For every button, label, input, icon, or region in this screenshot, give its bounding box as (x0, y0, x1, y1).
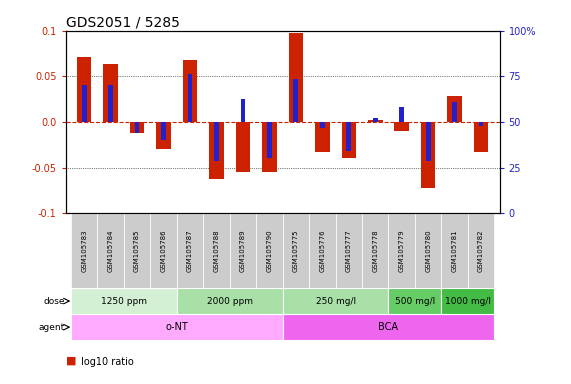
Text: 250 mg/l: 250 mg/l (316, 296, 356, 306)
Bar (267, 122, 272, 158)
Text: GSM105790: GSM105790 (267, 229, 272, 272)
Text: 500 mg/l: 500 mg/l (395, 296, 435, 306)
Bar (183, 60, 198, 122)
Bar (71, 213, 98, 288)
Bar (362, 213, 388, 288)
Text: ■: ■ (66, 356, 76, 366)
Bar (283, 213, 309, 288)
Bar (130, 122, 144, 133)
Bar (347, 122, 351, 151)
Bar (320, 122, 325, 128)
Text: GSM105779: GSM105779 (399, 229, 405, 272)
Bar (203, 213, 230, 288)
Bar (256, 213, 283, 288)
Text: GSM105786: GSM105786 (160, 229, 167, 272)
Bar (441, 213, 468, 288)
Bar (395, 122, 409, 131)
Bar (415, 213, 441, 288)
Bar (441, 288, 494, 314)
Text: GSM105789: GSM105789 (240, 229, 246, 272)
Text: 2000 ppm: 2000 ppm (207, 296, 253, 306)
Bar (71, 288, 177, 314)
Bar (230, 213, 256, 288)
Bar (209, 122, 224, 179)
Bar (373, 118, 377, 122)
Bar (478, 122, 484, 126)
Bar (283, 288, 388, 314)
Text: GSM105781: GSM105781 (452, 229, 457, 272)
Bar (177, 288, 283, 314)
Bar (421, 122, 436, 187)
Text: GDS2051 / 5285: GDS2051 / 5285 (66, 16, 179, 30)
Bar (341, 122, 356, 158)
Text: GSM105784: GSM105784 (108, 229, 114, 272)
Bar (124, 213, 150, 288)
Text: GSM105775: GSM105775 (293, 229, 299, 272)
Bar (315, 122, 329, 152)
Bar (135, 122, 139, 133)
Bar (236, 122, 250, 172)
Text: GSM105783: GSM105783 (81, 229, 87, 272)
Bar (368, 120, 383, 122)
Bar (283, 314, 494, 340)
Text: GSM105776: GSM105776 (319, 229, 325, 272)
Bar (452, 102, 457, 122)
Bar (240, 99, 246, 122)
Bar (150, 213, 177, 288)
Bar (77, 57, 91, 122)
Text: GSM105782: GSM105782 (478, 229, 484, 272)
Bar (288, 33, 303, 122)
Bar (336, 213, 362, 288)
Bar (388, 288, 441, 314)
Bar (103, 65, 118, 122)
Text: log10 ratio: log10 ratio (78, 357, 134, 367)
Bar (161, 122, 166, 140)
Bar (399, 107, 404, 122)
Text: agent: agent (39, 323, 65, 332)
Text: GSM105780: GSM105780 (425, 229, 431, 272)
Bar (293, 79, 298, 122)
Bar (309, 213, 336, 288)
Text: GSM105778: GSM105778 (372, 229, 378, 272)
Bar (468, 213, 494, 288)
Bar (214, 122, 219, 161)
Bar (156, 122, 171, 149)
Text: GSM105787: GSM105787 (187, 229, 193, 272)
Text: 1000 mg/l: 1000 mg/l (445, 296, 491, 306)
Text: o-NT: o-NT (166, 322, 188, 332)
Bar (388, 213, 415, 288)
Text: dose: dose (43, 296, 65, 306)
Bar (426, 122, 431, 161)
Bar (447, 96, 462, 122)
Text: GSM105788: GSM105788 (214, 229, 219, 272)
Bar (71, 314, 283, 340)
Text: GSM105785: GSM105785 (134, 229, 140, 272)
Bar (262, 122, 277, 172)
Text: BCA: BCA (379, 322, 399, 332)
Text: GSM105777: GSM105777 (346, 229, 352, 272)
Bar (82, 85, 87, 122)
Bar (98, 213, 124, 288)
Bar (108, 85, 113, 122)
Text: 1250 ppm: 1250 ppm (101, 296, 147, 306)
Bar (177, 213, 203, 288)
Bar (188, 74, 192, 122)
Bar (474, 122, 488, 152)
